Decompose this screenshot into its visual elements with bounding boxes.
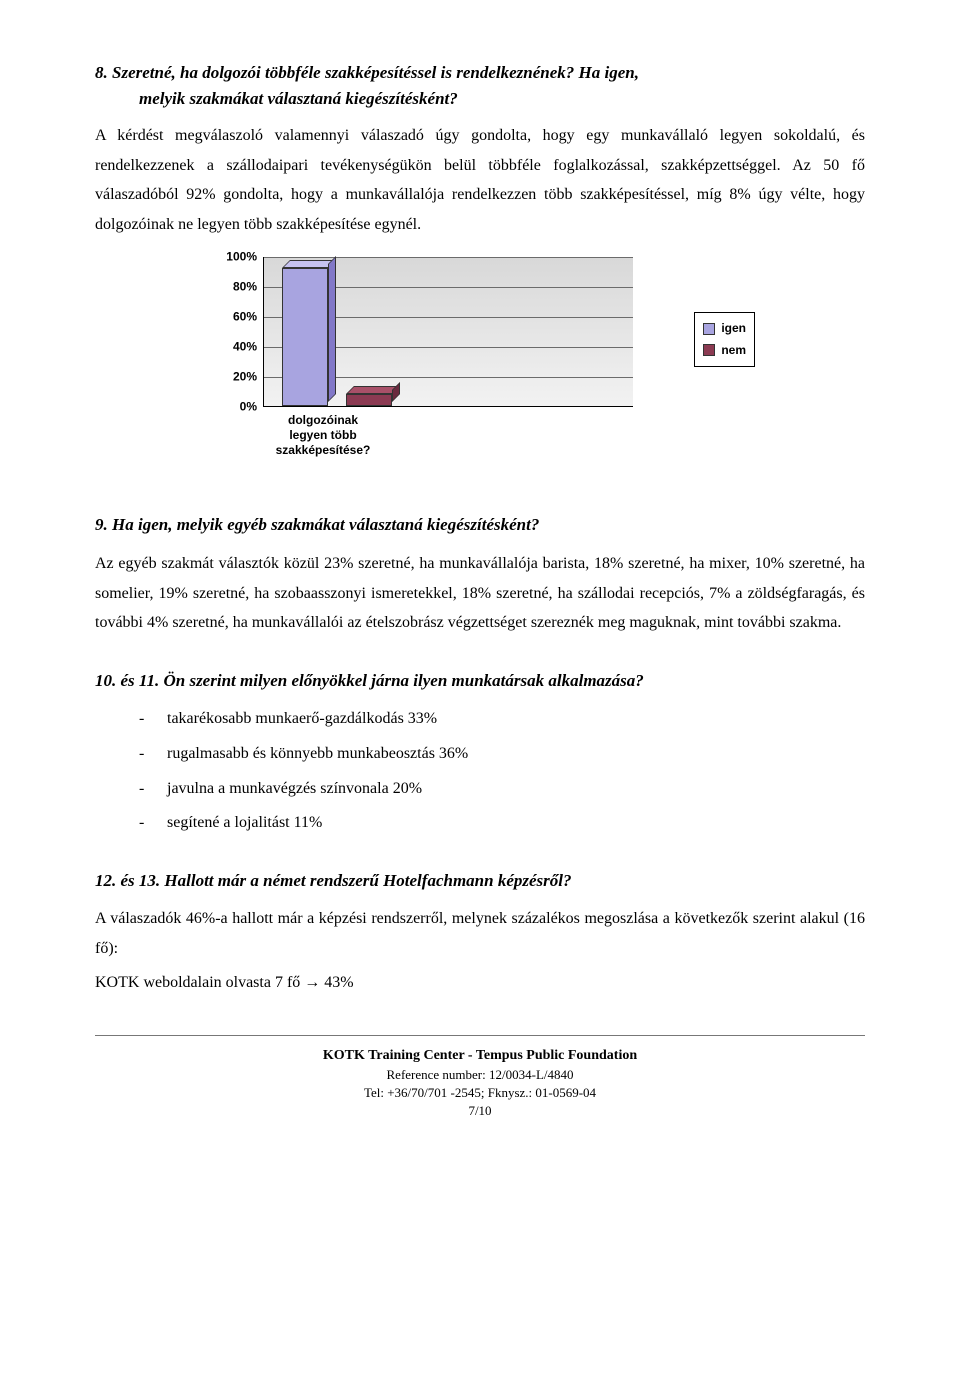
footer-page-number: 7/10 (95, 1102, 865, 1120)
footer-title: KOTK Training Center - Tempus Public Fou… (95, 1046, 865, 1066)
q9-heading: 9. Ha igen, melyik egyéb szakmákat válas… (95, 512, 865, 539)
list-bullet: - (139, 704, 167, 734)
list-item-text: rugalmasabb és könnyebb munkabeosztás 36… (167, 739, 468, 769)
footer-ref: Reference number: 12/0034-L/4840 (95, 1066, 865, 1084)
legend-swatch (703, 323, 715, 335)
chart-plot-area (263, 257, 633, 407)
legend-label: nem (721, 341, 746, 360)
chart-legend: igen nem (694, 312, 755, 366)
q10-list: -takarékosabb munkaerő-gazdálkodás 33%-r… (95, 704, 865, 837)
chart-y-tick-label: 100% (215, 248, 257, 267)
q8-paragraph: A kérdést megválaszoló valamennyi válasz… (95, 121, 865, 239)
q9-heading-text: 9. Ha igen, melyik egyéb szakmákat válas… (95, 515, 539, 534)
list-item: -takarékosabb munkaerő-gazdálkodás 33% (139, 704, 865, 734)
q9-paragraph: Az egyéb szakmát választók közül 23% sze… (95, 549, 865, 638)
footer-rule (95, 1035, 865, 1036)
list-item: -rugalmasabb és könnyebb munkabeosztás 3… (139, 739, 865, 769)
footer-contact: Tel: +36/70/701 -2545; Fknysz.: 01-0569-… (95, 1084, 865, 1102)
chart-y-tick-label: 20% (215, 368, 257, 387)
q12-heading: 12. és 13. Hallott már a német rendszerű… (95, 868, 865, 895)
list-bullet: - (139, 739, 167, 769)
chart-gridline (264, 257, 633, 258)
list-item: -segítené a lojalitást 11% (139, 808, 865, 838)
chart-y-tick-label: 0% (215, 398, 257, 417)
chart-y-tick-label: 60% (215, 308, 257, 327)
q8-heading-line1: 8. Szeretné, ha dolgozói többféle szakké… (95, 60, 865, 86)
chart-container: 0%20%40%60%80%100% dolgozóinaklegyen töb… (215, 257, 755, 472)
chart-y-tick-label: 80% (215, 278, 257, 297)
chart-y-tick-label: 40% (215, 338, 257, 357)
chart-x-label: dolgozóinaklegyen többszakképesítése? (263, 413, 383, 458)
legend-item: igen (703, 319, 746, 338)
q12-heading-text: 12. és 13. Hallott már a német rendszerű… (95, 871, 572, 890)
list-item: -javulna a munkavégzés színvonala 20% (139, 774, 865, 804)
legend-swatch (703, 344, 715, 356)
chart-bar (282, 268, 328, 406)
q10-heading-text: 10. és 11. Ön szerint milyen előnyökkel … (95, 671, 644, 690)
list-bullet: - (139, 808, 167, 838)
q12-paragraph: A válaszadók 46%-a hallott már a képzési… (95, 904, 865, 963)
legend-item: nem (703, 341, 746, 360)
legend-label: igen (721, 319, 746, 338)
list-item-text: takarékosabb munkaerő-gazdálkodás 33% (167, 704, 437, 734)
list-item-text: segítené a lojalitást 11% (167, 808, 322, 838)
q10-heading: 10. és 11. Ön szerint milyen előnyökkel … (95, 668, 865, 695)
page-footer: KOTK Training Center - Tempus Public Fou… (95, 1046, 865, 1120)
q8-heading: 8. Szeretné, ha dolgozói többféle szakké… (95, 60, 865, 111)
list-item-text: javulna a munkavégzés színvonala 20% (167, 774, 422, 804)
q12-line2: KOTK weboldalain olvasta 7 fő → 43% (95, 968, 865, 998)
list-bullet: - (139, 774, 167, 804)
q8-heading-line2: melyik szakmákat választaná kiegészítésk… (139, 86, 865, 112)
chart-bar (346, 394, 392, 406)
